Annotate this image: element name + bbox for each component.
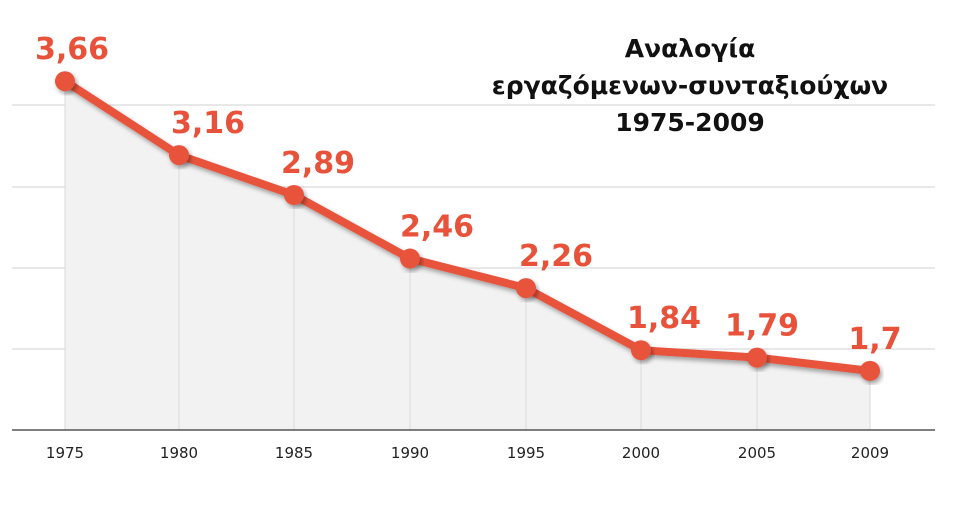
x-tick-label: 2009	[851, 444, 889, 462]
data-label: 1,7	[848, 322, 901, 357]
x-tick-label: 1985	[275, 444, 313, 462]
chart-title-line-3: 1975-2009	[615, 108, 765, 137]
data-label: 1,84	[627, 301, 701, 336]
data-label: 2,46	[400, 210, 474, 245]
data-point	[631, 340, 651, 361]
data-point	[284, 184, 304, 205]
area-under-line	[65, 81, 870, 430]
data-point	[400, 248, 420, 269]
x-tick-label: 2005	[738, 444, 776, 462]
series-line	[61, 77, 874, 375]
x-tick-label: 1980	[160, 444, 198, 462]
data-label: 3,66	[35, 32, 109, 67]
data-labels: 3,66 3,16 2,89 2,46 2,26 1,84 1,79 1,7	[35, 32, 902, 357]
x-tick-label: 1975	[46, 444, 84, 462]
data-label: 1,79	[725, 309, 799, 344]
data-label: 3,16	[171, 106, 245, 141]
data-point	[747, 347, 767, 368]
x-tick-labels: 1975 1980 1985 1990 1995 2000 2005 2009	[46, 444, 889, 462]
data-points	[55, 71, 880, 381]
vertical-guides	[64, 81, 871, 430]
x-tick-label: 1990	[391, 444, 429, 462]
chart-title-line-2: εργαζόμενων-συνταξιούχων	[491, 71, 889, 100]
x-tick-label: 1995	[507, 444, 545, 462]
chart-title: Αναλογία εργαζόμενων-συνταξιούχων 1975-2…	[470, 30, 910, 141]
x-tick-label: 2000	[622, 444, 660, 462]
data-point	[516, 278, 536, 299]
data-point	[169, 145, 189, 166]
chart-title-line-1: Αναλογία	[624, 34, 756, 63]
data-point	[55, 71, 75, 92]
data-point	[860, 360, 880, 381]
data-label: 2,89	[281, 146, 355, 181]
data-label: 2,26	[519, 239, 593, 274]
